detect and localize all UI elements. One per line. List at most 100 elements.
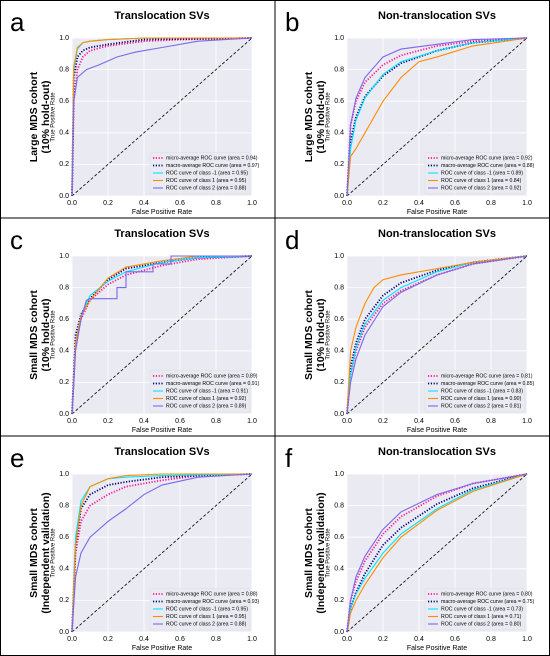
y-tick-label: 0.8: [334, 502, 344, 509]
x-tick-label: 0.8: [486, 200, 496, 207]
row-label: Small MDS cohort: [303, 290, 315, 380]
row-label: (Independent validation): [315, 492, 327, 613]
roc-curve: [346, 473, 528, 633]
legend-label: ROC curve of class 2 (area = 0.80): [441, 621, 522, 627]
y-axis-label: True Positive Rate: [326, 92, 332, 142]
x-tick-label: 0.2: [378, 636, 388, 643]
legend-label: macro-average ROC curve (area = 0.97): [166, 163, 260, 169]
roc-curve: [71, 473, 252, 633]
row-label: Small MDS cohort: [28, 290, 40, 380]
x-tick-label: 0.6: [175, 200, 185, 207]
legend-box: [424, 152, 526, 195]
y-tick-label: 0.8: [59, 66, 69, 73]
panel-letter: e: [10, 443, 24, 473]
y-tick-label: 1.0: [59, 35, 69, 42]
y-tick-label: 0.2: [334, 379, 344, 386]
roc-curve: [71, 255, 252, 415]
row-label: (Independent validation): [40, 492, 52, 613]
y-axis-label: True Positive Rate: [51, 92, 57, 142]
x-axis-label: False Positive Rate: [407, 427, 467, 434]
x-tick-label: 0.0: [67, 200, 77, 207]
y-tick-label: 0.0: [59, 411, 69, 418]
y-tick-label: 0.6: [59, 98, 69, 105]
legend-label: ROC curve of class -1 (area = 0.73): [441, 606, 523, 612]
x-tick-label: 0.6: [450, 418, 460, 425]
legend-label: ROC curve of class 1 (area = 0.84): [441, 178, 522, 184]
roc-curve: [346, 37, 528, 197]
y-tick-label: 0.8: [334, 66, 344, 73]
x-tick-label: 1.0: [522, 200, 532, 207]
chart-title: Translocation SVs: [114, 228, 209, 240]
x-tick-label: 0.2: [103, 200, 113, 207]
chart-title: Non-translocation SVs: [378, 446, 496, 458]
roc-curve: [71, 37, 253, 197]
x-tick-label: 0.8: [211, 418, 221, 425]
roc-curve: [346, 473, 528, 633]
legend-box: [149, 152, 251, 195]
legend-label: ROC curve of class 1 (area = 0.92): [166, 396, 247, 402]
x-tick-label: 0.4: [139, 636, 149, 643]
x-axis-label: False Positive Rate: [132, 427, 192, 434]
y-tick-label: 0.2: [334, 597, 344, 604]
y-tick-label: 0.8: [334, 284, 344, 291]
x-tick-label: 0.2: [103, 418, 113, 425]
legend-box: [149, 588, 251, 631]
y-tick-label: 0.6: [334, 98, 344, 105]
y-tick-label: 0.0: [334, 193, 344, 200]
x-tick-label: 0.6: [450, 200, 460, 207]
x-tick-label: 0.6: [175, 636, 185, 643]
legend-box: [424, 370, 526, 413]
legend-label: ROC curve of class 1 (area = 0.95): [166, 178, 247, 184]
x-tick-label: 0.0: [67, 636, 77, 643]
y-tick-label: 0.8: [59, 502, 69, 509]
panel-letter: d: [285, 225, 299, 255]
legend-label: ROC curve of class -1 (area = 0.83): [441, 388, 523, 394]
legend-label: macro-average ROC curve (area = 0.85): [441, 381, 535, 387]
y-tick-label: 0.6: [334, 316, 344, 323]
x-tick-label: 1.0: [247, 636, 257, 643]
legend-label: ROC curve of class 2 (area = 0.92): [441, 185, 522, 191]
y-tick-label: 0.6: [59, 316, 69, 323]
x-tick-label: 0.4: [139, 418, 149, 425]
y-axis-label: True Positive Rate: [51, 310, 57, 360]
y-tick-label: 0.2: [334, 161, 344, 168]
panel-letter: f: [285, 443, 293, 473]
y-tick-label: 1.0: [334, 35, 344, 42]
x-tick-label: 1.0: [247, 418, 257, 425]
roc-curve: [346, 37, 528, 197]
roc-curve: [71, 255, 252, 415]
x-tick-label: 0.2: [103, 636, 113, 643]
x-tick-label: 0.0: [342, 200, 352, 207]
y-tick-label: 1.0: [334, 471, 344, 478]
legend-label: ROC curve of class 1 (area = 0.71): [441, 614, 522, 620]
x-tick-label: 0.8: [211, 636, 221, 643]
legend-label: micro-average ROC curve (area = 0.80): [441, 591, 533, 597]
x-tick-label: 1.0: [522, 418, 532, 425]
y-tick-label: 0.0: [59, 629, 69, 636]
y-tick-label: 0.6: [59, 534, 69, 541]
y-tick-label: 0.2: [59, 379, 69, 386]
x-axis-label: False Positive Rate: [132, 645, 192, 652]
x-tick-label: 0.2: [378, 418, 388, 425]
x-tick-label: 0.2: [378, 200, 388, 207]
roc-curve: [346, 255, 528, 415]
x-axis-label: False Positive Rate: [132, 209, 192, 216]
x-tick-label: 0.4: [414, 636, 424, 643]
row-label: (10% hold-out): [315, 299, 327, 372]
legend-label: ROC curve of class -1 (area = 0.89): [441, 170, 523, 176]
y-tick-label: 0.2: [59, 597, 69, 604]
row-label: Small MDS cohort: [28, 508, 40, 598]
x-tick-label: 0.6: [175, 418, 185, 425]
x-axis-label: False Positive Rate: [407, 209, 467, 216]
legend-label: ROC curve of class -1 (area = 0.95): [166, 606, 248, 612]
row-label: (10% hold-out): [315, 81, 327, 154]
y-tick-label: 0.4: [334, 130, 344, 137]
legend-label: ROC curve of class 2 (area = 0.88): [166, 185, 247, 191]
panel-letter: c: [10, 225, 23, 255]
legend-label: macro-average ROC curve (area = 0.88): [441, 163, 535, 169]
legend-label: micro-average ROC curve (area = 0.89): [166, 373, 258, 379]
roc-curve: [346, 473, 528, 633]
roc-curve: [346, 37, 528, 197]
legend-label: micro-average ROC curve (area = 0.88): [166, 591, 258, 597]
y-tick-label: 0.4: [334, 348, 344, 355]
